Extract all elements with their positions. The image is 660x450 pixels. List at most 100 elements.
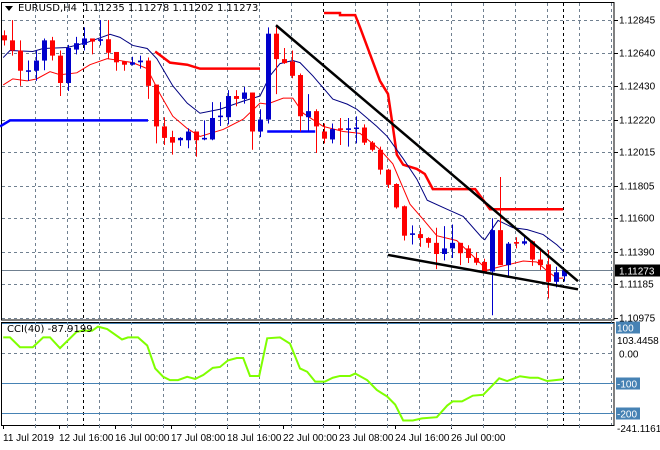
candle-bull <box>34 60 39 71</box>
candle-bear <box>58 55 63 83</box>
time-axis-label: 12 Jul 16:00 <box>59 433 114 444</box>
candle-bear <box>18 50 23 71</box>
candle-bull <box>42 40 47 61</box>
candle-bear <box>338 128 343 130</box>
candle-bull <box>442 248 447 254</box>
candle-bull <box>330 129 335 140</box>
candle-bull <box>26 70 31 72</box>
candle-bear <box>90 38 95 42</box>
candle-bull <box>354 127 359 130</box>
grid <box>1 2 615 426</box>
candle-bear <box>298 75 303 117</box>
candle-bull <box>226 96 231 118</box>
candle-bull <box>266 33 271 120</box>
candle-bull <box>74 43 79 50</box>
ma-slow-line <box>2 33 564 252</box>
candle-bull <box>490 230 495 272</box>
symbol-label: EURUSD,H4 <box>18 3 78 14</box>
cci-level-label: 100 <box>617 324 634 335</box>
candle-bear <box>162 126 167 138</box>
time-axis-label: 24 Jul 16:00 <box>395 433 450 444</box>
candle-bear <box>386 169 391 185</box>
candle-bear <box>146 60 151 86</box>
candle-bull <box>210 117 215 140</box>
candle-bull <box>450 242 455 249</box>
candle-bear <box>122 61 127 65</box>
candle-bear <box>482 261 487 272</box>
trendlines[interactable] <box>275 24 579 291</box>
candle-bull <box>258 119 263 132</box>
candle-bear <box>402 206 407 236</box>
time-axis-label: 23 Jul 08:00 <box>339 433 394 444</box>
candle-bear <box>274 33 279 60</box>
axes: 1.12845 1.12640 1.12430 1.12220 1.12015 1.118… <box>3 16 660 444</box>
cci-axis-label: 0.00 <box>619 350 639 361</box>
trendline <box>275 24 579 283</box>
chart-header: EURUSD,H4 1.11235 1.11278 1.11202 1.1127… <box>5 3 258 14</box>
candle-bear <box>474 257 479 263</box>
ma-fast-line <box>2 58 564 279</box>
cci-line <box>3 325 564 422</box>
cci-label: CCI(40) -87.9199 <box>7 324 93 335</box>
time-axis-label: 26 Jul 00:00 <box>451 433 506 444</box>
cci-min-label: -241.1161 <box>617 424 660 435</box>
candle-bear <box>314 111 319 127</box>
cci-level-box <box>616 377 640 390</box>
time-axis-label: 17 Jul 08:00 <box>171 433 226 444</box>
candle-bear <box>394 183 399 208</box>
time-axis-label: 22 Jul 00:00 <box>283 433 338 444</box>
price-axis-label: 1.12430 <box>619 82 656 93</box>
candle-bear <box>434 242 439 254</box>
candle-bull <box>202 137 207 140</box>
candle-bull <box>562 270 567 277</box>
cci-panel-frame <box>1 322 615 426</box>
time-axis-label: 18 Jul 16:00 <box>227 433 282 444</box>
candle-bear <box>322 131 327 139</box>
candle-bear <box>10 40 15 51</box>
candle-bear <box>2 35 7 41</box>
candle-bull <box>130 62 135 65</box>
candle-bear <box>362 127 367 143</box>
candle-bear <box>378 149 383 170</box>
candle-bear <box>114 51 119 63</box>
candle-bear <box>426 238 431 243</box>
trendline <box>387 253 579 291</box>
candle-bull <box>554 272 559 282</box>
candle-bear <box>530 241 535 260</box>
candle-bull <box>138 60 143 63</box>
candle-bull <box>82 38 87 45</box>
candle-bear <box>538 259 543 266</box>
candle-bull <box>98 39 103 41</box>
cci-value: -87.9199 <box>47 324 93 335</box>
candle-bear <box>466 248 471 258</box>
candle-bear <box>370 142 375 150</box>
candle-bear <box>498 230 503 266</box>
price-axis-label: 1.11390 <box>619 248 655 259</box>
cci-level-label: -100 <box>617 380 637 391</box>
candle-bear <box>154 84 159 127</box>
candle-bear <box>106 39 111 53</box>
cci-level-box <box>616 407 640 420</box>
ohlc-readout: 1.11235 1.11278 1.11202 1.11273 <box>83 3 259 14</box>
candle-bull <box>186 131 191 141</box>
candle-bear <box>418 234 423 239</box>
cci-level-label: -200 <box>617 410 637 421</box>
stop-line-up <box>0 119 148 128</box>
time-axis-label: 16 Jul 00:00 <box>115 433 170 444</box>
cci-level-box <box>616 321 640 334</box>
price-axis-label: 1.12220 <box>619 116 656 127</box>
price-axis-label: 1.11185 <box>619 280 654 291</box>
candle-bear <box>514 242 519 244</box>
candle-bull <box>522 241 527 244</box>
main-panel-frame <box>1 2 615 321</box>
candle-bull <box>506 243 511 266</box>
current-price-box <box>615 264 660 277</box>
price-axis-label: 1.12845 <box>619 16 656 27</box>
time-axis-label: 11 Jul 2019 <box>3 433 54 444</box>
candle-bull <box>218 115 223 118</box>
cci-max-label: 103.4458 <box>617 336 659 347</box>
candle-bull <box>178 137 183 141</box>
dropdown-triangle-icon[interactable] <box>5 5 13 11</box>
candle-bull <box>306 111 311 118</box>
